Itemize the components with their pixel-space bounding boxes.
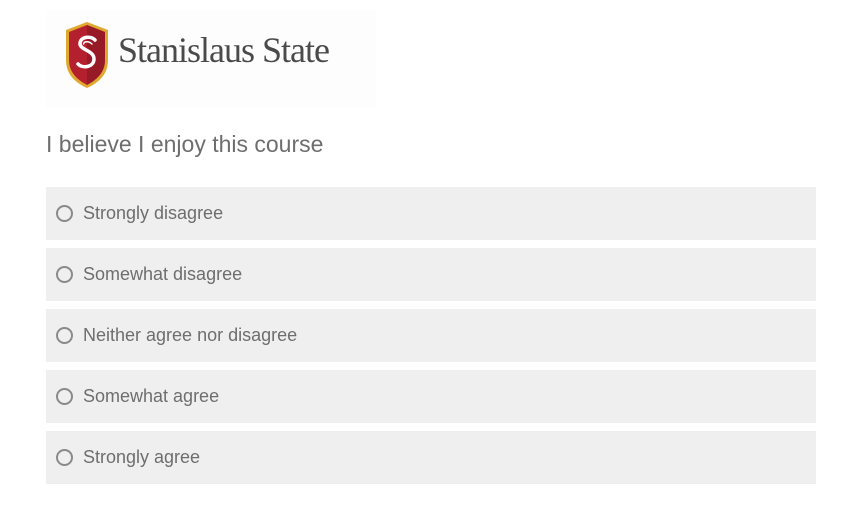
brand-name: Stanislaus State <box>118 30 330 70</box>
option-label: Strongly agree <box>83 447 201 467</box>
option-strongly-disagree[interactable]: Strongly disagree <box>46 187 816 240</box>
radio-button[interactable] <box>56 266 73 283</box>
radio-button[interactable] <box>56 449 73 466</box>
radio-button[interactable] <box>56 327 73 344</box>
option-label: Strongly disagree <box>83 203 224 223</box>
radio-button[interactable] <box>56 388 73 405</box>
option-label: Somewhat agree <box>83 386 220 406</box>
option-label: Somewhat disagree <box>83 264 243 284</box>
radio-button[interactable] <box>56 205 73 222</box>
question-text: I believe I enjoy this course <box>46 131 324 157</box>
shield-icon <box>66 22 108 88</box>
answer-options: Strongly disagree Somewhat disagree Neit… <box>46 187 816 492</box>
option-neither-agree-nor-disagree[interactable]: Neither agree nor disagree <box>46 309 816 362</box>
option-somewhat-agree[interactable]: Somewhat agree <box>46 370 816 423</box>
university-logo: Stanislaus State <box>46 10 376 108</box>
option-label: Neither agree nor disagree <box>83 325 298 345</box>
option-somewhat-disagree[interactable]: Somewhat disagree <box>46 248 816 301</box>
option-strongly-agree[interactable]: Strongly agree <box>46 431 816 484</box>
